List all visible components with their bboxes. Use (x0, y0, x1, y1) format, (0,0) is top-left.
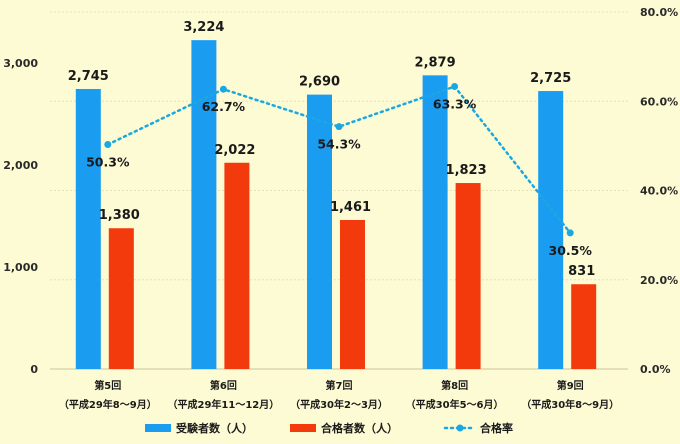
data-label-passers: 2,022 (214, 143, 255, 158)
pass-rate-point (566, 229, 574, 237)
bar-applicants (75, 89, 101, 369)
data-label-pass-rate: 50.3% (86, 155, 130, 170)
y-right-tick-label: 60.0% (640, 95, 678, 108)
legend-label-pass-rate: 合格率 (480, 421, 513, 435)
category-sublabel: （平成30年5～6月） (406, 398, 504, 411)
y-left-tick-label: 3,000 (3, 57, 38, 70)
category-label: 第9回 (557, 379, 584, 392)
pass-rate-point (219, 85, 227, 93)
y-right-tick-label: 40.0% (640, 185, 678, 198)
category-sublabel: （平成29年11～12月） (168, 398, 280, 411)
data-label-pass-rate: 30.5% (549, 243, 593, 258)
y-right-tick-label: 0.0% (640, 363, 671, 376)
y-right-tick-label: 20.0% (640, 274, 678, 287)
data-label-applicants: 3,224 (183, 20, 224, 35)
category-label: 第5回 (94, 379, 121, 392)
bar-passers (571, 284, 597, 369)
category-label: 第7回 (326, 379, 353, 392)
data-label-applicants: 2,879 (415, 55, 456, 70)
bar-passers (340, 219, 365, 369)
data-label-pass-rate: 63.3% (433, 97, 477, 112)
y-left-tick-label: 2,000 (3, 159, 38, 172)
bar-applicants (422, 75, 448, 369)
bar-applicants (538, 91, 564, 370)
bar-passers (455, 183, 481, 369)
bar-applicants (307, 94, 332, 370)
data-label-pass-rate: 62.7% (202, 99, 246, 114)
legend-label-applicants: 受験者数（人） (176, 421, 253, 435)
y-left-tick-label: 1,000 (3, 261, 38, 274)
legend-swatch-applicants (145, 424, 171, 432)
y-left-tick-label: 0 (30, 363, 38, 376)
data-label-applicants: 2,690 (299, 75, 340, 90)
pass-rate-line (106, 85, 572, 235)
legend-swatch-passers (290, 424, 316, 432)
bar-passers (224, 162, 250, 369)
category-sublabel: （平成29年8～9月） (59, 398, 157, 411)
bar-applicants (191, 40, 217, 369)
category-label: 第6回 (210, 379, 237, 392)
pass-rate-point (451, 83, 459, 91)
legend-label-passers: 合格者数（人） (321, 421, 398, 435)
y-right-tick-label: 80.0% (640, 6, 678, 19)
legend-marker-pass-rate (456, 424, 464, 432)
data-label-applicants: 2,725 (530, 71, 571, 86)
bar-passers (108, 228, 134, 369)
category-sublabel: （平成30年8～9月） (521, 398, 619, 411)
data-label-passers: 1,461 (330, 200, 371, 215)
data-label-passers: 1,380 (99, 208, 140, 223)
data-label-applicants: 2,745 (68, 69, 109, 84)
data-label-pass-rate: 54.3% (317, 137, 361, 152)
data-label-passers: 831 (568, 264, 595, 279)
category-sublabel: （平成30年2～3月） (290, 398, 388, 411)
pass-rate-point (335, 123, 343, 131)
pass-rate-point (104, 141, 112, 149)
data-label-passers: 1,823 (446, 163, 487, 178)
category-label: 第8回 (441, 379, 468, 392)
